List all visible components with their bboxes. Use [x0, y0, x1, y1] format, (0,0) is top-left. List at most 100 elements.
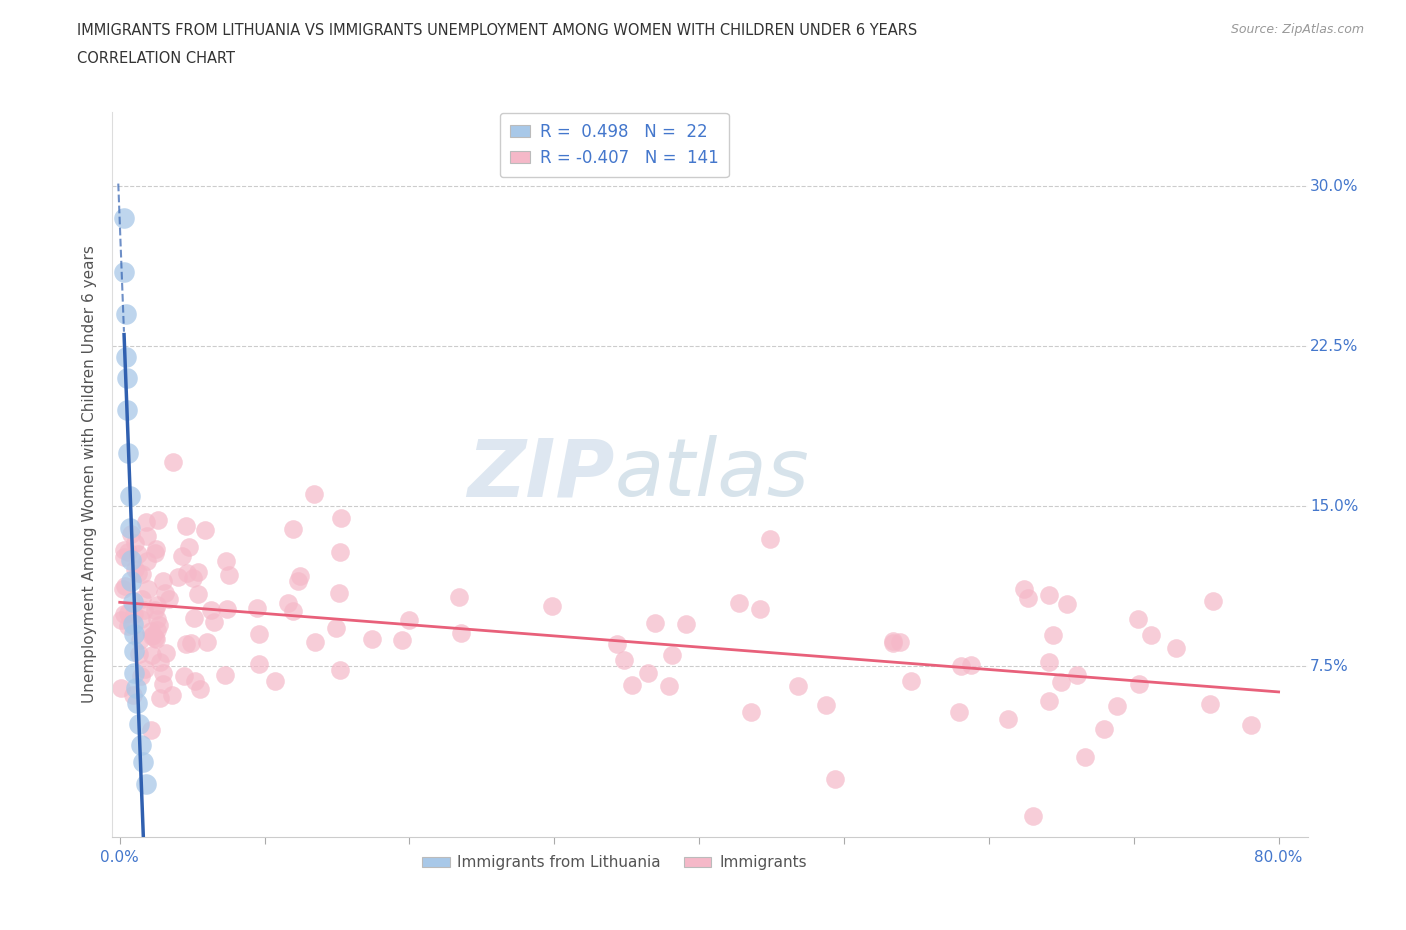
Point	[176, 566, 198, 581]
Point	[112, 549, 135, 564]
Point	[247, 627, 270, 642]
Point	[170, 549, 193, 564]
Point	[740, 704, 762, 719]
Point	[143, 603, 166, 618]
Point	[302, 486, 325, 501]
Point	[174, 637, 197, 652]
Point	[148, 618, 170, 633]
Point	[120, 574, 142, 589]
Point	[1038, 655, 1060, 670]
Point	[149, 690, 172, 705]
Text: IMMIGRANTS FROM LITHUANIA VS IMMIGRANTS UNEMPLOYMENT AMONG WOMEN WITH CHILDREN U: IMMIGRANTS FROM LITHUANIA VS IMMIGRANTS …	[77, 23, 918, 38]
Point	[288, 568, 311, 583]
Text: 0.0%: 0.0%	[100, 850, 139, 865]
Point	[637, 666, 659, 681]
Point	[122, 606, 145, 621]
Point	[127, 547, 149, 562]
Point	[124, 536, 146, 551]
Y-axis label: Unemployment Among Women with Children Under 6 years: Unemployment Among Women with Children U…	[82, 246, 97, 703]
Point	[121, 595, 143, 610]
Point	[329, 544, 352, 559]
Point	[157, 591, 180, 606]
Point	[606, 637, 628, 652]
Point	[145, 612, 167, 627]
Legend: Immigrants from Lithuania, Immigrants: Immigrants from Lithuania, Immigrants	[416, 849, 813, 876]
Point	[450, 626, 472, 641]
Point	[361, 631, 384, 646]
Point	[948, 704, 970, 719]
Point	[328, 586, 350, 601]
Point	[997, 711, 1019, 726]
Point	[1066, 668, 1088, 683]
Text: atlas: atlas	[614, 435, 810, 513]
Text: 80.0%: 80.0%	[1254, 850, 1303, 865]
Point	[728, 595, 751, 610]
Point	[1042, 628, 1064, 643]
Point	[128, 716, 150, 731]
Point	[127, 565, 149, 580]
Point	[117, 605, 139, 620]
Point	[129, 611, 152, 626]
Point	[1239, 717, 1261, 732]
Point	[658, 679, 681, 694]
Point	[117, 545, 139, 560]
Point	[121, 617, 143, 631]
Text: 7.5%: 7.5%	[1310, 658, 1348, 674]
Point	[889, 634, 911, 649]
Point	[447, 590, 470, 604]
Point	[1038, 587, 1060, 602]
Point	[1202, 593, 1225, 608]
Point	[114, 307, 136, 322]
Point	[132, 755, 155, 770]
Point	[122, 665, 145, 680]
Point	[145, 541, 167, 556]
Point	[128, 646, 150, 661]
Point	[197, 634, 219, 649]
Point	[283, 522, 305, 537]
Point	[115, 403, 138, 418]
Point	[152, 666, 174, 681]
Point	[118, 488, 141, 503]
Point	[1017, 591, 1039, 606]
Point	[122, 627, 145, 642]
Point	[139, 623, 162, 638]
Point	[174, 518, 197, 533]
Point	[304, 635, 326, 650]
Point	[183, 610, 205, 625]
Point	[153, 586, 176, 601]
Point	[612, 653, 634, 668]
Point	[246, 600, 269, 615]
Point	[1012, 581, 1035, 596]
Point	[173, 669, 195, 684]
Point	[1056, 597, 1078, 612]
Point	[131, 566, 153, 581]
Point	[183, 571, 205, 586]
Point	[180, 636, 202, 651]
Point	[145, 631, 167, 646]
Point	[155, 645, 177, 660]
Point	[132, 603, 155, 618]
Point	[200, 603, 222, 618]
Point	[749, 602, 772, 617]
Point	[131, 737, 153, 752]
Point	[112, 606, 135, 621]
Point	[142, 628, 165, 643]
Point	[135, 514, 157, 529]
Point	[112, 542, 135, 557]
Point	[1105, 698, 1128, 713]
Point	[287, 573, 309, 588]
Point	[139, 723, 162, 737]
Point	[177, 539, 200, 554]
Point	[114, 578, 136, 593]
Point	[960, 658, 983, 672]
Point	[329, 663, 352, 678]
Point	[1092, 722, 1115, 737]
Point	[1038, 693, 1060, 708]
Point	[141, 648, 163, 663]
Point	[187, 565, 209, 580]
Point	[214, 668, 236, 683]
Point	[215, 553, 238, 568]
Point	[134, 661, 156, 676]
Point	[111, 581, 134, 596]
Text: 30.0%: 30.0%	[1310, 179, 1358, 193]
